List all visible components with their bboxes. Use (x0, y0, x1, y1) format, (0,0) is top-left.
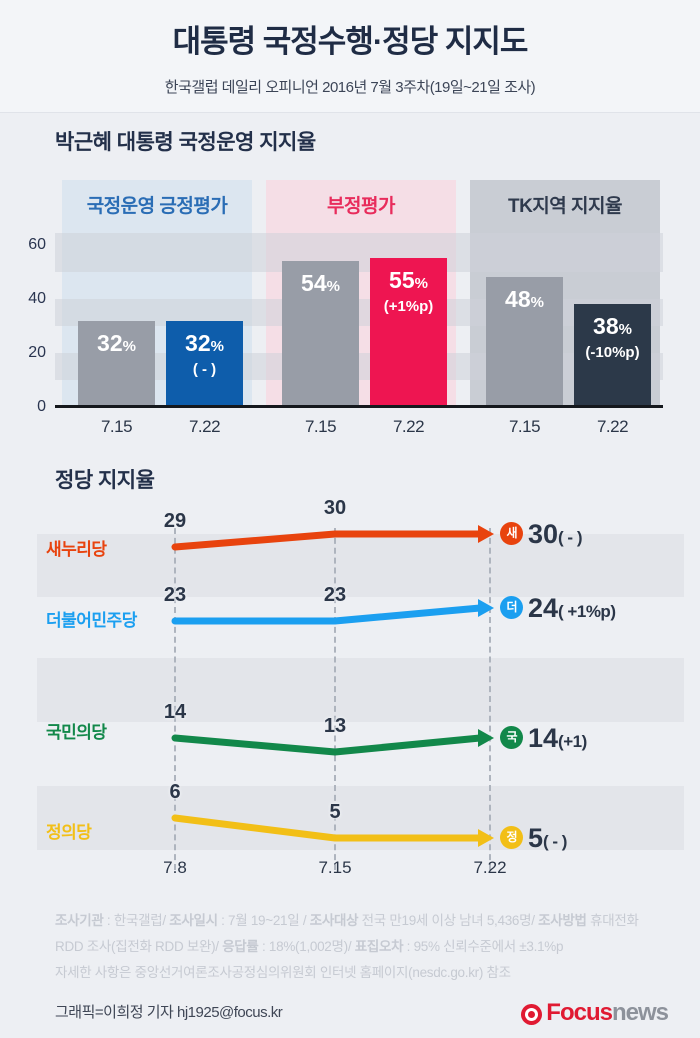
group-header-positive: 국정운영 긍정평가 (62, 180, 252, 233)
y-axis-tick: 0 (37, 398, 46, 415)
dashed-gridline-7.15 (334, 528, 336, 870)
y-axis-tick: 20 (28, 344, 46, 361)
result-kukmin: 14(+1) (528, 723, 587, 753)
party-label-kukmin: 국민의당 (46, 723, 107, 742)
bar-negative-715: 54% (282, 261, 359, 407)
row-band (37, 658, 684, 722)
point-value-label: 30 (323, 497, 347, 519)
page-subtitle: 한국갤럽 데일리 오피니언 2016년 7월 3주차(19일~21일 조사) (164, 79, 536, 96)
bar-positive-722: 32% ( - ) (166, 321, 243, 407)
point-value-label: 14 (163, 701, 187, 723)
x-axis-tick: 7.15 (508, 417, 541, 436)
row-band (37, 534, 684, 597)
note-line-2: RDD 조사(집전화 RDD 보완)/ 응답률 : 18%(1,002명)/ 표… (55, 939, 564, 954)
page-title: 대통령 국정수행·정당 지지도 (172, 24, 529, 59)
party-line-chart: 새누리당 더불어민주당 국민의당 정의당 새 더 국 정 30( - ) 24(… (0, 497, 700, 898)
trend-lines (171, 525, 494, 847)
point-value-label: 29 (163, 510, 187, 532)
group-header-tk: TK지역 지지율 (470, 180, 660, 233)
point-value-label: 6 (169, 781, 181, 803)
party-label-justice: 정의당 (46, 823, 92, 842)
point-value-label: 5 (329, 801, 341, 823)
party-badge-saenuri: 새 (500, 522, 523, 545)
bar-tk-722: 38% (-10%p) (574, 304, 651, 407)
note-line-3: 자세한 사항은 중앙선거여론조사공정심의위원회 인터넷 홈페이지(nesdc.g… (55, 965, 511, 980)
header: 대통령 국정수행·정당 지지도 한국갤럽 데일리 오피니언 2016년 7월 3… (0, 0, 700, 113)
x-axis-line (55, 405, 663, 408)
dashed-gridline-7.8 (174, 528, 176, 870)
grid-stripe (55, 245, 663, 272)
x-axis-tick: 7.22 (392, 417, 425, 436)
party-badge-kukmin: 국 (500, 726, 523, 749)
point-value-label: 23 (323, 584, 347, 606)
result-justice: 5( - ) (528, 823, 567, 853)
x-axis-tick: 7.15 (100, 417, 133, 436)
note-line-1: 조사기관 : 한국갤럽/ 조사일시 : 7월 19~21일 / 조사대상 전국 … (55, 913, 639, 928)
x-axis-tick: 7.22 (596, 417, 629, 436)
result-saenuri: 30( - ) (528, 519, 582, 549)
focus-logo-icon (521, 1003, 543, 1025)
x-axis-tick: 7.15 (304, 417, 337, 436)
grid-stripe (55, 233, 663, 245)
party-badge-justice: 정 (500, 826, 523, 849)
result-minjoo: 24( +1%p) (528, 593, 616, 623)
party-badge-minjoo: 더 (500, 596, 523, 619)
x-axis-tick: 7.8 (163, 858, 187, 877)
bar-tk-715: 48% (486, 277, 563, 407)
dashed-gridline-7.22 (489, 528, 491, 870)
focus-news-logo: Focusnews (521, 1000, 669, 1026)
y-axis-tick: 40 (28, 290, 46, 307)
approval-section-title: 박근혜 대통령 국정운영 지지율 (55, 131, 316, 154)
x-axis-tick: 7.22 (473, 858, 507, 877)
x-axis-tick: 7.15 (318, 858, 352, 877)
y-axis-tick: 60 (28, 236, 46, 253)
party-label-saenuri: 새누리당 (46, 540, 107, 559)
point-value-label: 13 (323, 715, 347, 737)
survey-methodology-notes: 조사기관 : 한국갤럽/ 조사일시 : 7월 19~21일 / 조사대상 전국 … (55, 908, 675, 986)
bar-positive-715: 32% (78, 321, 155, 407)
party-label-minjoo: 더불어민주당 (46, 611, 137, 630)
group-header-negative: 부정평가 (266, 180, 456, 233)
approval-bar-chart: 국정운영 긍정평가 부정평가 TK지역 지지율 60 40 20 0 32% 3… (0, 170, 700, 445)
bar-negative-722: 55% (+1%p) (370, 258, 447, 407)
point-value-label: 23 (163, 584, 187, 606)
party-section-title: 정당 지지율 (55, 469, 155, 492)
x-axis-tick: 7.22 (188, 417, 221, 436)
graphic-credit: 그래픽=이희정 기자 hj1925@focus.kr (55, 1004, 283, 1021)
